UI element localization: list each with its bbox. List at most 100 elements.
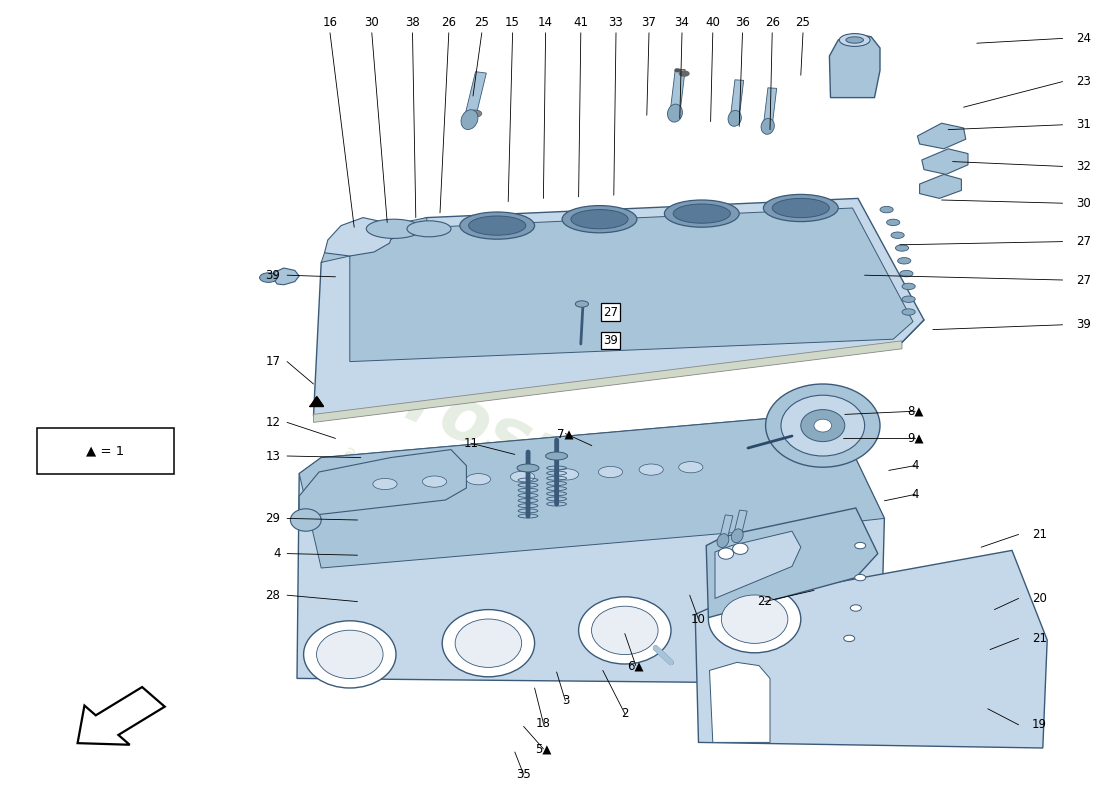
- Text: 4: 4: [273, 547, 280, 560]
- Circle shape: [317, 630, 383, 678]
- Ellipse shape: [839, 34, 870, 46]
- Circle shape: [290, 509, 321, 531]
- Polygon shape: [734, 510, 747, 536]
- Text: 30: 30: [1076, 197, 1090, 210]
- Polygon shape: [763, 88, 777, 126]
- Text: 4: 4: [912, 488, 918, 501]
- Text: 22: 22: [757, 595, 772, 608]
- Polygon shape: [321, 218, 427, 262]
- Polygon shape: [299, 413, 884, 568]
- Text: 14: 14: [538, 16, 553, 29]
- Text: 37: 37: [641, 16, 657, 29]
- Ellipse shape: [895, 245, 909, 251]
- Ellipse shape: [846, 37, 864, 43]
- Circle shape: [592, 606, 658, 654]
- Polygon shape: [464, 72, 486, 120]
- Text: 29: 29: [265, 512, 280, 525]
- Circle shape: [455, 619, 521, 667]
- Text: 31: 31: [1076, 118, 1091, 131]
- Ellipse shape: [469, 216, 526, 235]
- Ellipse shape: [366, 219, 421, 238]
- Text: 13: 13: [265, 450, 280, 462]
- Text: 27: 27: [1076, 235, 1091, 248]
- Ellipse shape: [880, 206, 893, 213]
- Text: 5▲: 5▲: [536, 742, 551, 755]
- Polygon shape: [310, 397, 323, 406]
- Ellipse shape: [674, 68, 681, 73]
- Text: 26: 26: [441, 16, 456, 29]
- Polygon shape: [730, 80, 744, 118]
- Circle shape: [814, 419, 832, 432]
- Text: 8▲: 8▲: [908, 405, 923, 418]
- Text: 27: 27: [603, 306, 618, 318]
- Text: 32: 32: [1076, 160, 1091, 173]
- Text: 16: 16: [322, 16, 338, 29]
- Text: 23: 23: [1076, 75, 1091, 88]
- Text: 17: 17: [265, 355, 280, 368]
- Polygon shape: [706, 508, 878, 618]
- Text: 7▲: 7▲: [557, 427, 574, 440]
- Text: 9▲: 9▲: [906, 431, 923, 444]
- Polygon shape: [314, 198, 924, 416]
- Ellipse shape: [554, 469, 579, 480]
- Circle shape: [442, 610, 535, 677]
- Ellipse shape: [466, 474, 491, 485]
- Text: 21: 21: [1032, 632, 1047, 645]
- Text: 11: 11: [463, 437, 478, 450]
- Text: 39: 39: [265, 269, 280, 282]
- Text: a passion for excellence since 1985: a passion for excellence since 1985: [341, 442, 671, 590]
- Polygon shape: [715, 531, 801, 598]
- Text: 39: 39: [1076, 318, 1091, 331]
- Text: eurospares: eurospares: [304, 330, 752, 566]
- Circle shape: [718, 548, 734, 559]
- Circle shape: [733, 543, 748, 554]
- Text: 25: 25: [474, 16, 490, 29]
- Ellipse shape: [461, 110, 477, 130]
- Ellipse shape: [887, 219, 900, 226]
- Ellipse shape: [898, 258, 911, 264]
- Ellipse shape: [679, 70, 690, 77]
- Ellipse shape: [469, 110, 482, 118]
- Ellipse shape: [575, 301, 589, 307]
- Ellipse shape: [460, 212, 535, 239]
- Polygon shape: [273, 268, 299, 285]
- Ellipse shape: [728, 110, 741, 126]
- Text: 25: 25: [795, 16, 811, 29]
- Polygon shape: [297, 413, 884, 684]
- Ellipse shape: [855, 574, 866, 581]
- Ellipse shape: [850, 605, 861, 611]
- Polygon shape: [324, 218, 394, 256]
- Ellipse shape: [598, 466, 623, 478]
- Polygon shape: [695, 550, 1047, 748]
- Ellipse shape: [373, 478, 397, 490]
- Text: 15: 15: [505, 16, 520, 29]
- Circle shape: [304, 621, 396, 688]
- FancyBboxPatch shape: [37, 428, 174, 474]
- Text: 2: 2: [621, 707, 628, 720]
- Ellipse shape: [902, 296, 915, 302]
- Ellipse shape: [510, 471, 535, 482]
- Ellipse shape: [855, 542, 866, 549]
- Text: 19: 19: [1032, 718, 1047, 731]
- Polygon shape: [314, 341, 902, 422]
- Text: ▲ = 1: ▲ = 1: [87, 445, 124, 458]
- Circle shape: [801, 410, 845, 442]
- Ellipse shape: [900, 270, 913, 277]
- Polygon shape: [299, 450, 466, 517]
- Text: 38: 38: [405, 16, 420, 29]
- Ellipse shape: [571, 210, 628, 229]
- Ellipse shape: [761, 118, 774, 134]
- Text: 40: 40: [705, 16, 720, 29]
- Circle shape: [766, 384, 880, 467]
- Ellipse shape: [844, 635, 855, 642]
- Ellipse shape: [891, 232, 904, 238]
- Text: 36: 36: [735, 16, 750, 29]
- Polygon shape: [719, 515, 733, 541]
- Circle shape: [579, 597, 671, 664]
- Text: 30: 30: [364, 16, 380, 29]
- Polygon shape: [670, 69, 685, 114]
- Ellipse shape: [639, 464, 663, 475]
- Text: 3: 3: [562, 694, 569, 707]
- Polygon shape: [350, 208, 913, 362]
- Text: 18: 18: [536, 717, 551, 730]
